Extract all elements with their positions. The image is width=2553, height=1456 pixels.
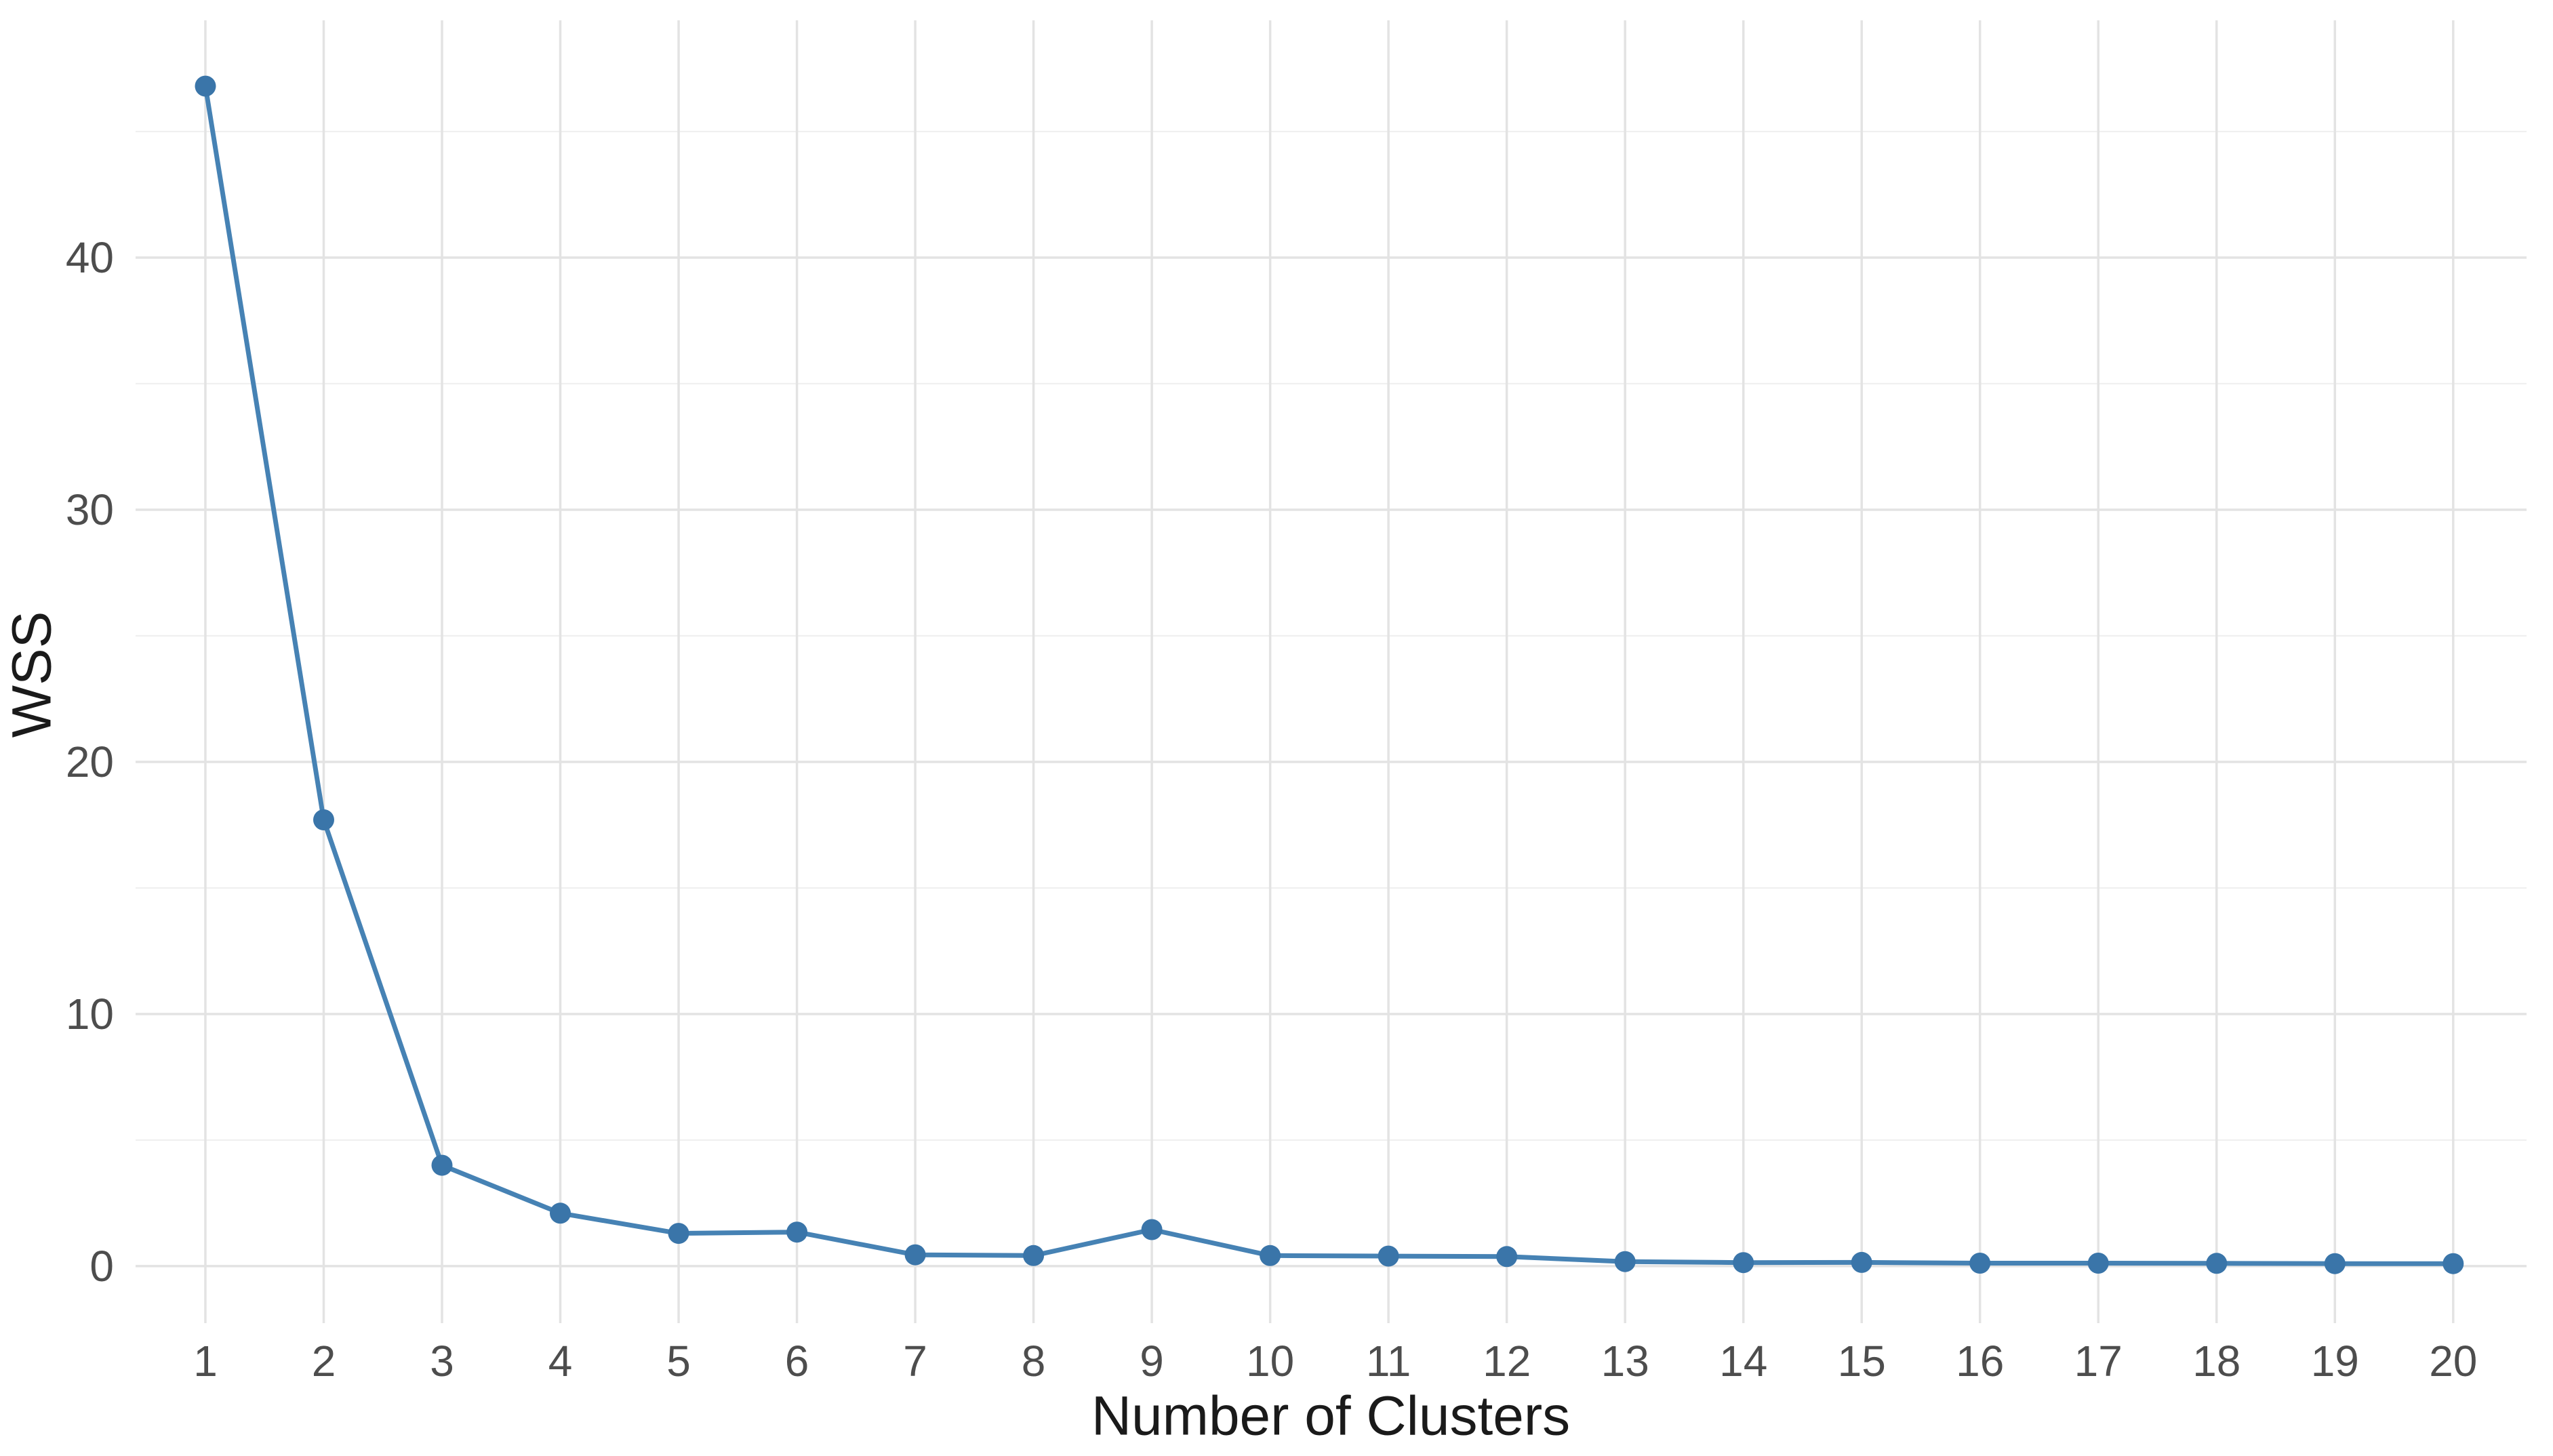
data-point bbox=[431, 1154, 453, 1176]
x-tick-label: 9 bbox=[1140, 1337, 1164, 1386]
y-tick-label: 10 bbox=[66, 990, 114, 1038]
x-axis-title: Number of Clusters bbox=[1091, 1386, 1570, 1447]
y-tick-label: 20 bbox=[66, 737, 114, 786]
data-point bbox=[1378, 1245, 1399, 1267]
x-tick-label: 20 bbox=[2429, 1337, 2477, 1386]
x-tick-label: 2 bbox=[312, 1337, 336, 1386]
x-tick-label: 14 bbox=[1719, 1337, 1767, 1386]
x-tick-label: 15 bbox=[1838, 1337, 1886, 1386]
data-point bbox=[550, 1202, 571, 1224]
data-point bbox=[1969, 1253, 1991, 1274]
data-point bbox=[2324, 1253, 2346, 1274]
x-tick-label: 13 bbox=[1601, 1337, 1649, 1386]
x-tick-label: 7 bbox=[903, 1337, 927, 1386]
data-point bbox=[1733, 1252, 1754, 1274]
data-point bbox=[1614, 1251, 1636, 1272]
x-tick-label: 16 bbox=[1956, 1337, 2004, 1386]
data-point bbox=[2206, 1253, 2228, 1274]
data-point bbox=[2087, 1253, 2109, 1274]
x-tick-label: 19 bbox=[2311, 1337, 2359, 1386]
x-tick-label: 17 bbox=[2074, 1337, 2123, 1386]
data-point bbox=[904, 1244, 926, 1266]
data-point bbox=[1851, 1251, 1872, 1273]
data-point bbox=[1023, 1245, 1045, 1266]
x-tick-label: 1 bbox=[193, 1337, 218, 1386]
x-tick-label: 11 bbox=[1366, 1337, 1411, 1386]
y-tick-label: 30 bbox=[66, 485, 114, 534]
x-tick-label: 12 bbox=[1483, 1337, 1531, 1386]
x-tick-label: 8 bbox=[1022, 1337, 1046, 1386]
x-tick-label: 6 bbox=[785, 1337, 809, 1386]
data-point bbox=[786, 1221, 808, 1243]
data-point bbox=[1496, 1246, 1518, 1268]
series-line bbox=[203, 83, 2456, 1266]
x-tick-label: 3 bbox=[430, 1337, 454, 1386]
data-point bbox=[1141, 1219, 1163, 1240]
data-point bbox=[313, 809, 334, 830]
x-tick-label: 5 bbox=[666, 1337, 691, 1386]
x-tick-label: 10 bbox=[1246, 1337, 1294, 1386]
x-tick-label: 18 bbox=[2192, 1337, 2240, 1386]
data-point bbox=[668, 1223, 689, 1245]
y-tick-label: 40 bbox=[66, 233, 114, 282]
y-tick-label: 0 bbox=[89, 1242, 114, 1291]
y-axis-title: WSS bbox=[1, 611, 63, 738]
data-point bbox=[2443, 1253, 2464, 1274]
data-point bbox=[1260, 1245, 1281, 1266]
data-point bbox=[195, 75, 216, 97]
x-tick-label: 4 bbox=[548, 1337, 573, 1386]
